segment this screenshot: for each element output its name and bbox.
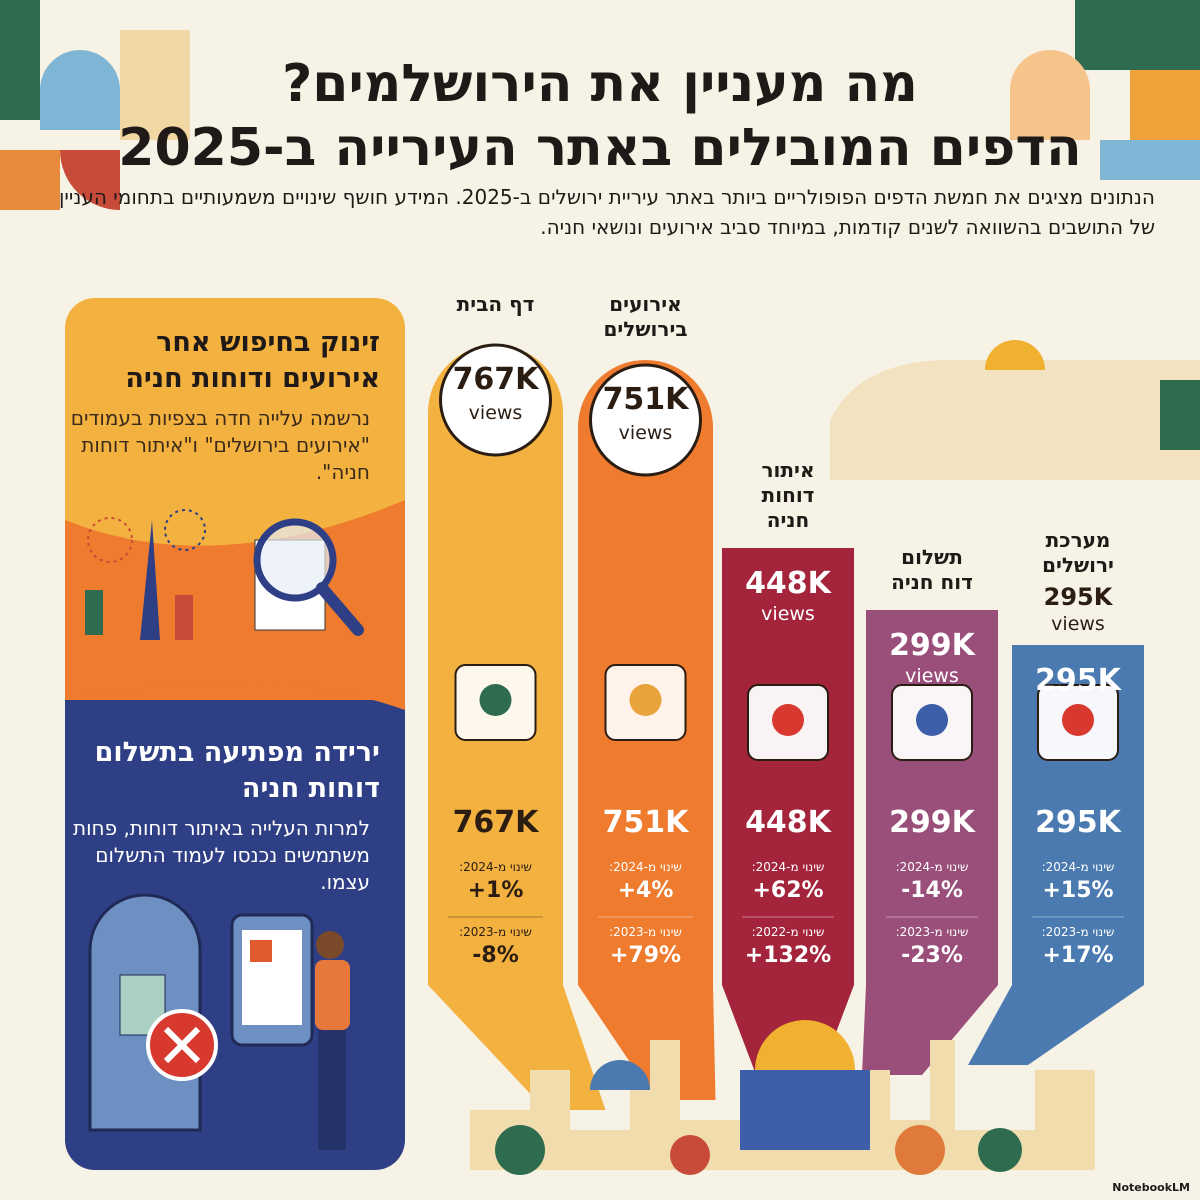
value-circle <box>439 343 552 457</box>
icon <box>629 684 662 716</box>
decor <box>0 0 1200 480</box>
top-value: 299K <box>889 628 975 663</box>
change-value: +15% <box>1042 878 1114 903</box>
change-value: +62% <box>752 878 824 903</box>
panel-title: זינוק בחיפוש אחר אירועים ודוחות חניה <box>125 327 380 394</box>
skyline <box>470 1020 1095 1175</box>
box-value: 295K <box>1035 663 1121 698</box>
column-label: דוחות <box>761 483 815 507</box>
footer: NotebookLM <box>1112 1181 1190 1194</box>
description: הנתונים מציגים את חמשת הדפים הפופולריים … <box>58 185 1155 239</box>
change-label: שינוי מ-2023: <box>1041 925 1115 939</box>
icon <box>916 704 948 736</box>
column-label: דוח חניה <box>891 570 973 594</box>
columns <box>428 343 1144 1110</box>
top-unit: views <box>468 402 523 424</box>
top-unit: views <box>905 665 959 687</box>
change-label: שינוי מ-2024: <box>1041 860 1115 874</box>
change-value: -14% <box>901 878 963 903</box>
page-views: 767K <box>452 805 539 840</box>
column-label: דף הבית <box>456 292 535 316</box>
value-circle <box>589 363 702 477</box>
column-label: חניה <box>766 508 810 532</box>
column <box>722 548 854 1080</box>
title-line: מה מעניין את הירושלמים? <box>282 54 918 114</box>
panel-body: נרשמה עלייה חדה בצפיות בעמודים "אירועים … <box>70 406 370 484</box>
top-value: 767K <box>452 362 539 397</box>
top-value: 295K <box>1043 583 1113 611</box>
change-value: -8% <box>472 943 519 968</box>
panel-bg <box>65 682 405 710</box>
change-label: שינוי מ-2023: <box>895 925 969 939</box>
top-unit: views <box>1051 613 1105 635</box>
column-label: ירושלים <box>1042 553 1114 577</box>
illustration <box>85 509 364 640</box>
change-label: שינוי מ-2024: <box>459 860 532 874</box>
column-label: אירועים <box>609 292 682 316</box>
column-label: תשלום <box>901 545 963 569</box>
icon <box>479 684 512 716</box>
change-value: +17% <box>1042 943 1114 968</box>
illustration <box>88 893 350 1150</box>
change-label: שינוי מ-2024: <box>895 860 969 874</box>
change-value: +132% <box>744 943 832 968</box>
page-views: 295K <box>1035 805 1121 840</box>
icon <box>772 704 804 736</box>
change-label: שינוי מ-2023: <box>609 925 682 939</box>
change-value: +4% <box>617 878 674 903</box>
change-label: שינוי מ-2022: <box>751 925 825 939</box>
change-label: שינוי מ-2023: <box>459 925 532 939</box>
title: מה מעניין את הירושלמים? הדפים המובילים ב… <box>100 52 1100 180</box>
top-unit: views <box>618 422 673 444</box>
icon <box>1062 704 1094 736</box>
column-label: איתור <box>761 458 815 482</box>
panel-title: ירידה מפתיעה בתשלום דוחות חניה <box>94 737 380 804</box>
top-unit: views <box>761 603 815 625</box>
page-views: 299K <box>889 805 975 840</box>
change-label: שינוי מ-2024: <box>609 860 682 874</box>
change-value: +79% <box>609 943 682 968</box>
column-label: בירושלים <box>603 317 688 341</box>
top-value: 448K <box>745 566 831 601</box>
title-line: הדפים המובילים באתר העירייה ב-2025 <box>118 118 1082 178</box>
page-views: 448K <box>745 805 831 840</box>
top-value: 751K <box>602 382 689 417</box>
page-views: 751K <box>602 805 689 840</box>
panel-body: למרות העלייה באיתור דוחות, פחות משתמשים … <box>72 816 370 894</box>
column-label: מערכת <box>1045 528 1111 552</box>
change-label: שינוי מ-2024: <box>751 860 825 874</box>
change-value: -23% <box>901 943 963 968</box>
change-value: +1% <box>467 878 524 903</box>
